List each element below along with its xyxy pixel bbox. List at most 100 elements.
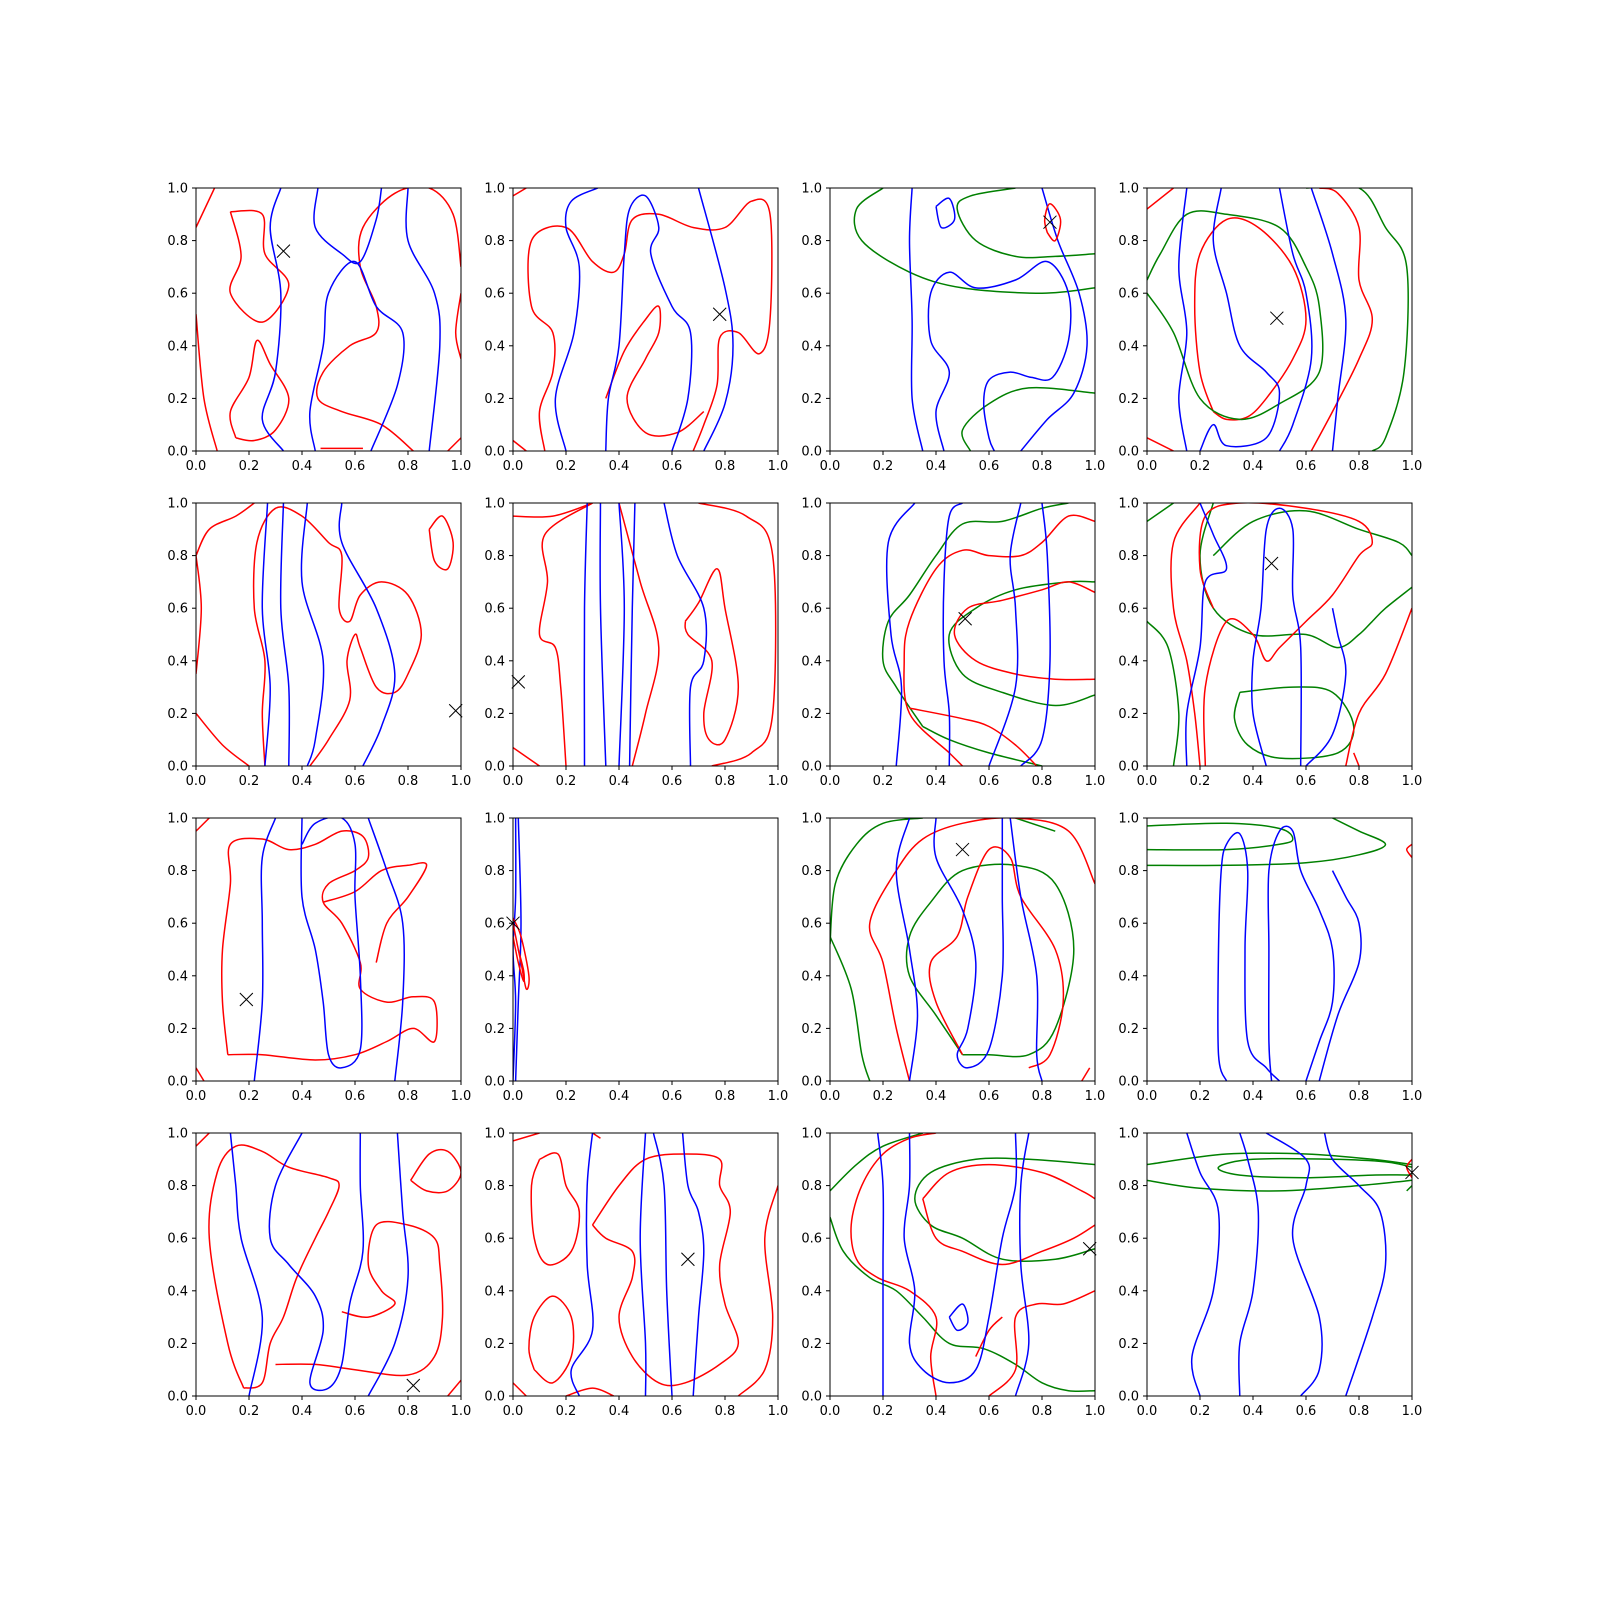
x-tick-label: 0.2: [239, 1089, 260, 1104]
x-marker: [1082, 1241, 1097, 1256]
y-tick-label: 0.2: [1118, 1337, 1139, 1352]
x-tick-label: 0.0: [186, 1404, 207, 1419]
blue-contour-line: [279, 503, 291, 766]
y-tick-label: 0.2: [484, 1022, 505, 1037]
x-tick-label: 0.8: [398, 1089, 419, 1104]
x-tick-label: 0.4: [1243, 774, 1264, 789]
x-tick-label: 0.6: [979, 1404, 1000, 1419]
x-tick-label: 1.0: [1402, 1089, 1423, 1104]
red-contour-line: [275, 1220, 444, 1377]
x-tick-label: 1.0: [768, 1089, 789, 1104]
y-tick-label: 0.8: [801, 549, 822, 564]
x-marker: [276, 244, 291, 258]
green-contour-line: [1147, 1152, 1412, 1166]
x-tick-label: 0.0: [503, 1404, 524, 1419]
blue-contour-line: [1020, 503, 1051, 766]
x-tick-label: 0.6: [1296, 1089, 1317, 1104]
y-tick-label: 0.2: [484, 1337, 505, 1352]
blue-contour-line: [933, 818, 1005, 1069]
y-tick-label: 0.0: [1118, 445, 1139, 460]
subplot-11: 0.0 0.2 0.4 0.6 0.8 1.0 0.0 0.2 0.4 0.6 0.8 1.0: [801, 812, 1105, 1105]
blue-contour-line: [895, 818, 919, 1081]
plot-area: [196, 503, 454, 766]
blue-contour-line: [313, 188, 383, 265]
y-tick-label: 0.0: [801, 760, 822, 775]
axes-frame: [829, 187, 1096, 452]
y-tick-label: 0.2: [1118, 392, 1139, 407]
y-tick-label: 0.2: [801, 392, 822, 407]
blue-contour-line: [663, 503, 708, 766]
axes-frame: [512, 502, 779, 767]
x-marker: [448, 703, 463, 718]
x-tick-label: 0.4: [926, 774, 947, 789]
red-contour-line: [513, 936, 526, 982]
y-tick-label: 0.4: [1118, 654, 1139, 669]
y-tick-label: 0.2: [1118, 1022, 1139, 1037]
x-tick-label: 0.2: [239, 774, 260, 789]
x-tick-label: 0.0: [820, 1089, 841, 1104]
red-contour-line: [513, 1382, 527, 1396]
axes-frame: [829, 1132, 1096, 1397]
subplot-2: 0.0 0.2 0.4 0.6 0.8 1.0 0.0 0.2 0.4 0.6 0.8 1.0: [484, 182, 788, 475]
red-contour-line: [196, 1133, 210, 1147]
y-tick-label: 0.0: [801, 445, 822, 460]
x-tick-label: 0.2: [239, 1404, 260, 1419]
x-tick-label: 0.4: [1243, 459, 1264, 474]
red-contour-line: [513, 439, 527, 451]
red-contour-line: [592, 1133, 601, 1139]
y-tick-label: 1.0: [484, 497, 505, 512]
y-tick-label: 0.6: [801, 602, 822, 617]
y-tick-label: 0.4: [484, 339, 505, 354]
x-tick-label: 0.8: [1349, 1089, 1370, 1104]
blue-contour-line: [1265, 1133, 1323, 1396]
blue-contour-line: [935, 197, 956, 229]
y-tick-label: 0.6: [1118, 1232, 1139, 1247]
x-tick-label: 0.2: [873, 1089, 894, 1104]
red-contour-line: [1405, 843, 1412, 858]
y-tick-label: 0.0: [801, 1390, 822, 1405]
y-tick-label: 0.8: [167, 549, 188, 564]
red-contour-line: [447, 1379, 461, 1396]
green-contour-line: [830, 1216, 1095, 1393]
subplot-16: 0.0 0.2 0.4 0.6 0.8 1.0 0.0 0.2 0.4 0.6 0.8 1.0: [1118, 1127, 1422, 1420]
y-tick-label: 0.8: [484, 1179, 505, 1194]
y-tick-label: 0.8: [484, 549, 505, 564]
blue-contour-line: [1185, 503, 1228, 766]
blue-contour-line: [1318, 870, 1362, 1081]
y-tick-label: 0.0: [167, 445, 188, 460]
x-tick-label: 1.0: [1402, 774, 1423, 789]
red-contour-line: [988, 1290, 1095, 1396]
blue-contour-line: [268, 1133, 365, 1392]
x-tick-label: 0.2: [556, 1404, 577, 1419]
green-contour-line: [853, 188, 1095, 294]
red-contour-line: [1310, 188, 1374, 451]
y-tick-label: 0.0: [167, 760, 188, 775]
x-tick-label: 0.2: [1190, 1089, 1211, 1104]
x-tick-label: 0.6: [662, 1404, 683, 1419]
axes-frame: [195, 817, 462, 1082]
y-tick-label: 0.2: [484, 707, 505, 722]
x-tick-label: 0.4: [926, 1089, 947, 1104]
axes-frame: [829, 502, 1096, 767]
x-tick-label: 0.6: [345, 1404, 366, 1419]
red-contour-line: [322, 862, 428, 963]
subplot-10: 0.0 0.2 0.4 0.6 0.8 1.0 0.0 0.2 0.4 0.6 0.8 1.0: [484, 812, 788, 1105]
x-tick-label: 0.8: [398, 459, 419, 474]
red-contour-line: [922, 1163, 1095, 1200]
red-contour-line: [196, 314, 218, 451]
blue-contour-line: [639, 1133, 647, 1396]
y-tick-label: 0.2: [167, 707, 188, 722]
axes-frame: [1146, 817, 1413, 1082]
x-tick-label: 0.4: [1243, 1404, 1264, 1419]
x-tick-label: 0.0: [186, 459, 207, 474]
x-marker: [681, 1252, 695, 1267]
x-tick-label: 0.2: [873, 1404, 894, 1419]
y-tick-label: 0.6: [484, 602, 505, 617]
blue-contour-line: [1250, 507, 1303, 766]
y-tick-label: 0.2: [801, 1337, 822, 1352]
red-contour-line: [1170, 503, 1201, 766]
axes-frame: [1146, 502, 1413, 767]
y-tick-label: 0.6: [801, 1232, 822, 1247]
subplot-13: 0.0 0.2 0.4 0.6 0.8 1.0 0.0 0.2 0.4 0.6 0.8 1.0: [167, 1127, 471, 1420]
x-tick-label: 0.6: [979, 774, 1000, 789]
